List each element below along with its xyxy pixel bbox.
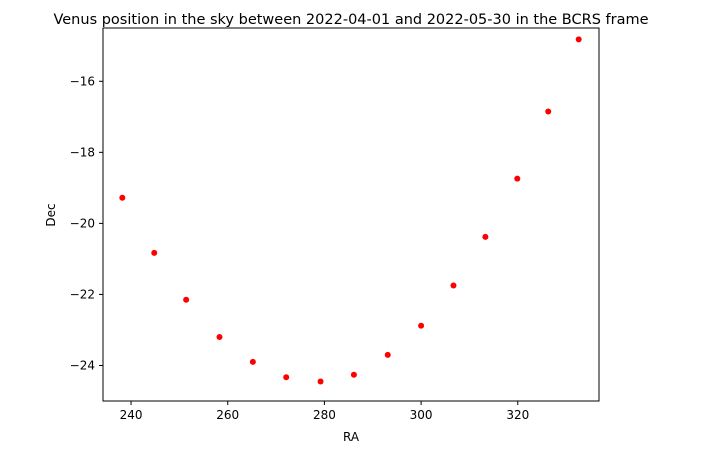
data-point xyxy=(384,351,391,358)
data-point xyxy=(317,378,324,385)
y-tick-label: −22 xyxy=(70,287,95,301)
x-tick-label: 300 xyxy=(410,408,433,422)
data-point xyxy=(350,371,357,378)
data-point xyxy=(249,358,256,365)
data-point xyxy=(418,322,425,329)
data-point xyxy=(283,374,290,381)
data-point xyxy=(183,296,190,303)
x-tick-label: 320 xyxy=(506,408,529,422)
data-point xyxy=(151,249,158,256)
x-tick-label: 240 xyxy=(120,408,143,422)
data-point xyxy=(216,334,223,341)
y-tick-label: −20 xyxy=(70,216,95,230)
data-point xyxy=(545,108,552,115)
data-point xyxy=(514,175,521,182)
x-tick-label: 260 xyxy=(216,408,239,422)
y-tick-label: −18 xyxy=(70,145,95,159)
y-tick-label: −16 xyxy=(70,74,95,88)
data-point xyxy=(482,233,489,240)
plot-area xyxy=(102,27,600,402)
data-points xyxy=(119,36,582,385)
y-tick-label: −24 xyxy=(70,358,95,372)
y-axis-label: Dec xyxy=(44,203,58,226)
data-point xyxy=(450,282,457,289)
x-tick-label: 280 xyxy=(313,408,336,422)
x-axis-label: RA xyxy=(343,430,360,444)
y-axis-ticks: −24 −22 −20 −18 −16 xyxy=(70,74,103,372)
data-point xyxy=(119,194,126,201)
chart-title: Venus position in the sky between 2022-0… xyxy=(53,12,648,28)
x-axis-ticks: 240 260 280 300 320 xyxy=(120,401,529,422)
data-point xyxy=(575,36,582,43)
plot-frame xyxy=(102,27,600,402)
